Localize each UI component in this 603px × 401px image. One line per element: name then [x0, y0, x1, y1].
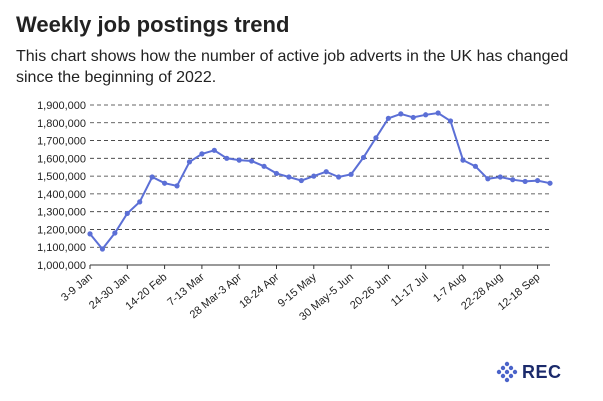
data-point	[423, 112, 429, 118]
data-point	[186, 159, 193, 165]
data-point	[149, 174, 155, 180]
y-tick-label: 1,200,000	[37, 224, 86, 236]
y-tick-label: 1,700,000	[37, 136, 86, 148]
rec-logo-icon	[496, 361, 518, 383]
data-point	[286, 174, 292, 180]
data-point	[460, 157, 466, 163]
data-point	[323, 169, 329, 175]
x-tick-label: 11-17 Jul	[389, 271, 431, 309]
y-tick-label: 1,300,000	[37, 207, 86, 219]
data-point	[112, 230, 118, 236]
series-line	[89, 111, 551, 251]
data-point	[534, 177, 541, 184]
gridlines	[90, 104, 550, 266]
data-point	[137, 199, 143, 205]
data-point	[236, 157, 242, 163]
y-tick-label: 1,600,000	[37, 153, 86, 165]
rec-logo: REC	[496, 358, 562, 386]
data-point	[410, 114, 416, 121]
data-point	[485, 176, 491, 182]
data-point	[211, 147, 217, 153]
data-point	[497, 174, 503, 180]
rec-logo-text: REC	[522, 361, 562, 382]
y-tick-label: 1,500,000	[37, 171, 86, 183]
data-point	[161, 180, 168, 186]
data-point	[336, 174, 342, 180]
chart-subtitle: This chart shows how the number of activ…	[16, 48, 569, 86]
x-tick-label: 3-9 Jan	[59, 271, 95, 304]
data-point	[547, 180, 553, 186]
data-point	[447, 118, 454, 124]
x-tick-label: 14-20 Feb	[123, 271, 169, 312]
data-point	[273, 170, 280, 177]
y-tick-label: 1,800,000	[37, 118, 86, 130]
x-tick-label: 20-26 Jun	[348, 271, 393, 312]
y-tick-label: 1,900,000	[37, 100, 86, 112]
y-tick-label: 1,400,000	[37, 189, 86, 201]
data-point	[124, 210, 130, 217]
data-point	[522, 178, 528, 185]
data-point	[373, 135, 379, 141]
data-point	[348, 171, 354, 177]
data-point	[311, 173, 317, 179]
data-point	[174, 183, 180, 189]
data-point	[435, 110, 441, 116]
series-path	[89, 111, 551, 251]
data-point	[472, 163, 479, 169]
y-tick-label: 1,000,000	[37, 260, 86, 272]
data-point	[249, 158, 255, 164]
series-points	[87, 110, 553, 252]
data-point	[199, 151, 205, 157]
y-axis: 1,000,000 1,100,000 1,200,000 1,300,000 1,40…	[37, 100, 86, 272]
data-point	[298, 177, 304, 184]
data-point	[360, 154, 367, 161]
data-point	[398, 111, 404, 117]
chart-title: Weekly job postings trend	[16, 12, 290, 37]
x-tick-label: 18-24 Apr	[237, 271, 282, 311]
x-tick-label: 12-18 Sep	[496, 271, 543, 313]
data-point	[510, 177, 516, 183]
data-point	[224, 155, 230, 161]
data-point	[385, 115, 391, 121]
data-point	[87, 231, 93, 237]
y-tick-label: 1,100,000	[37, 242, 86, 254]
data-point	[99, 246, 106, 252]
data-point	[261, 163, 267, 169]
